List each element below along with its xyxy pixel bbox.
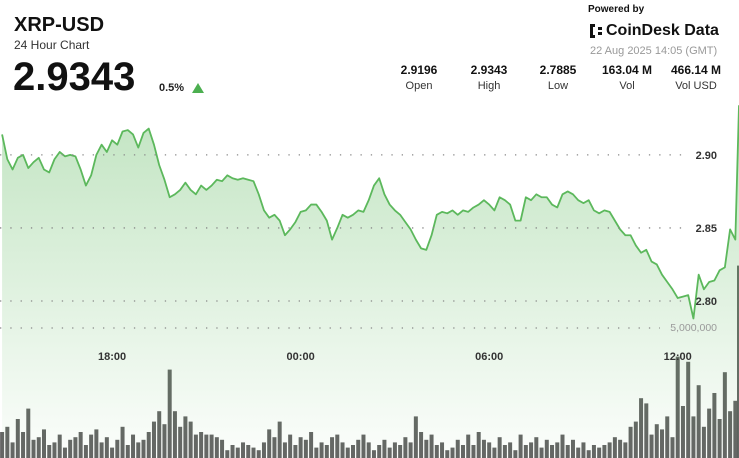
- x-tick-label: 06:00: [475, 351, 503, 363]
- stat-low: 2.7885 Low: [518, 63, 598, 92]
- x-tick-label: 12:00: [664, 351, 692, 363]
- powered-by: Powered by: [588, 4, 645, 15]
- grid: [0, 154, 690, 329]
- stat-value: 2.9343: [470, 63, 508, 77]
- price: 2.9343: [13, 55, 136, 99]
- price-area-fill: [2, 105, 739, 458]
- price-area: [1, 105, 739, 458]
- y-tick-label: 2.90: [696, 150, 717, 162]
- y-tick-label: 2.80: [696, 296, 717, 308]
- stat-label: Open: [405, 80, 433, 92]
- stat-label: Vol USD: [675, 80, 717, 92]
- y-tick-label: 2.85: [696, 223, 717, 235]
- subtitle: 24 Hour Chart: [14, 38, 90, 52]
- x-tick-label: 00:00: [287, 351, 315, 363]
- symbol: XRP-USD: [14, 14, 105, 36]
- y2-tick-label: 5,000,000: [670, 322, 717, 334]
- change: 0.5%: [159, 82, 185, 94]
- price-line: [1, 105, 739, 320]
- up-arrow: [192, 83, 204, 93]
- stat-label: Vol: [619, 80, 635, 92]
- stat-value: 466.14 M: [670, 63, 722, 77]
- stat-value: 163.04 M: [601, 63, 653, 77]
- stat-open: 2.9196 Open: [379, 63, 459, 92]
- timestamp: 22 Aug 2025 14:05 (GMT): [590, 45, 718, 57]
- brand-logo: [590, 24, 602, 38]
- labels: 2.80 2.85 2.90 5,000,000 18:00 00:00 06:00 12:0…: [98, 150, 717, 363]
- x-tick-label: 18:00: [98, 351, 126, 363]
- stat-label: Low: [547, 80, 569, 92]
- stat-vol: 163.04 M Vol: [587, 63, 667, 92]
- stat-vol-usd: 466.14 M Vol USD: [656, 63, 736, 92]
- stat-label: High: [477, 80, 501, 92]
- brand: CoinDesk Data: [606, 22, 719, 39]
- stat-high: 2.9343 High: [449, 63, 529, 92]
- stat-value: 2.9196: [400, 63, 438, 77]
- stat-value: 2.7885: [539, 63, 577, 77]
